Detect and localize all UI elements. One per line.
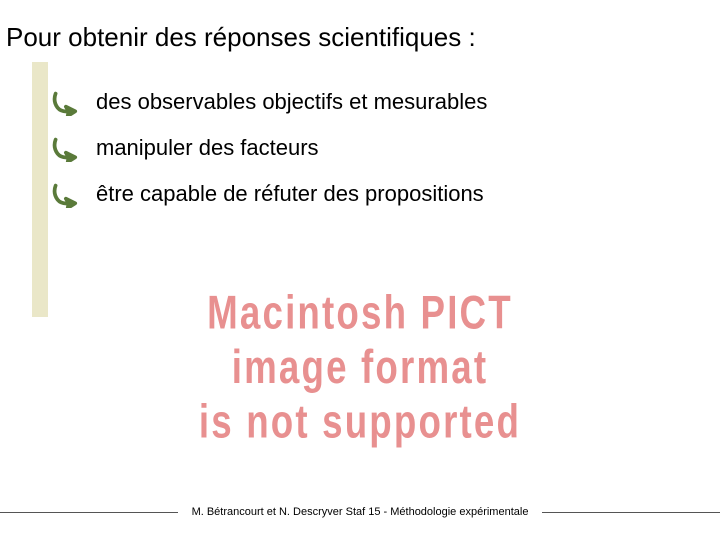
footer-divider-left bbox=[0, 512, 178, 513]
list-item: des observables objectifs et mesurables bbox=[50, 88, 487, 116]
bullet-text: des observables objectifs et mesurables bbox=[96, 89, 487, 115]
arrow-bullet-icon bbox=[50, 180, 78, 208]
footer: M. Bétrancourt et N. Descryver Staf 15 -… bbox=[0, 506, 720, 518]
list-item: manipuler des facteurs bbox=[50, 134, 487, 162]
bullet-list: des observables objectifs et mesurables … bbox=[50, 88, 487, 226]
footer-text: M. Bétrancourt et N. Descryver Staf 15 -… bbox=[178, 506, 543, 518]
pict-error-line: is not supported bbox=[101, 396, 619, 451]
page-title: Pour obtenir des réponses scientifiques … bbox=[6, 22, 476, 53]
bullet-text: manipuler des facteurs bbox=[96, 135, 319, 161]
bullet-text: être capable de réfuter des propositions bbox=[96, 181, 484, 207]
arrow-bullet-icon bbox=[50, 88, 78, 116]
list-item: être capable de réfuter des propositions bbox=[50, 180, 487, 208]
footer-divider-right bbox=[542, 512, 720, 513]
vertical-accent-bar bbox=[32, 62, 48, 317]
pict-error-line: image format bbox=[101, 341, 619, 396]
arrow-bullet-icon bbox=[50, 134, 78, 162]
pict-error-line: Macintosh PICT bbox=[101, 287, 619, 342]
pict-error-message: Macintosh PICT image format is not suppo… bbox=[101, 287, 619, 451]
